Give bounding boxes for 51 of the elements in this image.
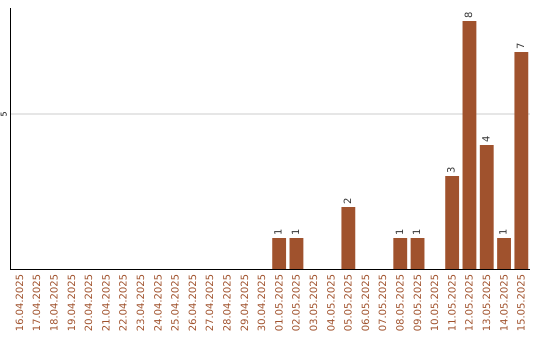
x-tick-label: 14.05.2025 (499, 274, 510, 332)
data-label: 1 (412, 228, 424, 236)
x-tick-label: 21.04.2025 (101, 274, 112, 332)
x-tick-label: 06.05.2025 (360, 274, 372, 332)
x-tick-label: 30.04.2025 (257, 274, 268, 332)
x-tick-label: 27.04.2025 (205, 274, 216, 332)
x-tick-label: 12.05.2025 (464, 274, 476, 332)
x-tick-label: 16.04.2025 (14, 274, 26, 332)
x-tick-label: 10.05.2025 (430, 274, 442, 332)
data-label: 7 (516, 42, 527, 50)
data-label: 1 (498, 228, 510, 236)
data-label: 2 (342, 198, 354, 204)
x-tick-label: 15.05.2025 (516, 274, 528, 332)
x-tick-label: 17.04.2025 (32, 274, 44, 332)
data-label: 1 (290, 228, 302, 236)
x-tick-label: 02.05.2025 (292, 274, 303, 332)
x-tick-label: 08.05.2025 (396, 274, 406, 332)
bar (480, 145, 494, 269)
x-tick-label: 07.05.2025 (378, 274, 390, 332)
x-tick-label: 22.04.2025 (118, 274, 130, 332)
x-tick-label: 23.04.2025 (136, 274, 147, 332)
x-tick-label: 19.04.2025 (66, 274, 78, 332)
bar (393, 238, 408, 269)
bar (497, 238, 511, 269)
bar (341, 207, 356, 269)
data-label: 1 (274, 228, 285, 236)
x-tick-label: 20.04.2025 (84, 274, 96, 332)
ref-line-label: 5 (0, 111, 8, 117)
x-tick-label: 24.04.2025 (153, 274, 164, 332)
x-tick-label: 29.04.2025 (240, 274, 251, 332)
data-label: 1 (394, 228, 406, 236)
data-label: 3 (446, 166, 458, 174)
x-tick-label: 13.05.2025 (482, 274, 493, 332)
x-tick-label: 05.05.2025 (344, 274, 355, 332)
bar (272, 238, 286, 269)
x-tick-label: 11.05.2025 (447, 274, 458, 332)
x-tick-label: 01.05.2025 (274, 274, 286, 332)
x-tick-label: 25.04.2025 (170, 274, 182, 332)
x-tick-label: 18.04.2025 (50, 274, 60, 332)
x-tick-label: 03.05.2025 (309, 274, 320, 332)
bar (514, 52, 528, 269)
x-tick-label: 04.05.2025 (326, 274, 338, 332)
x-tick-label: 28.04.2025 (222, 274, 234, 332)
bar (462, 21, 476, 269)
bar (445, 176, 460, 269)
data-label: 4 (481, 136, 492, 142)
data-label: 8 (464, 12, 475, 18)
x-tick-label: 09.05.2025 (412, 274, 424, 332)
bar (410, 238, 424, 269)
bar (290, 238, 304, 269)
x-tick-label: 26.04.2025 (188, 274, 199, 332)
